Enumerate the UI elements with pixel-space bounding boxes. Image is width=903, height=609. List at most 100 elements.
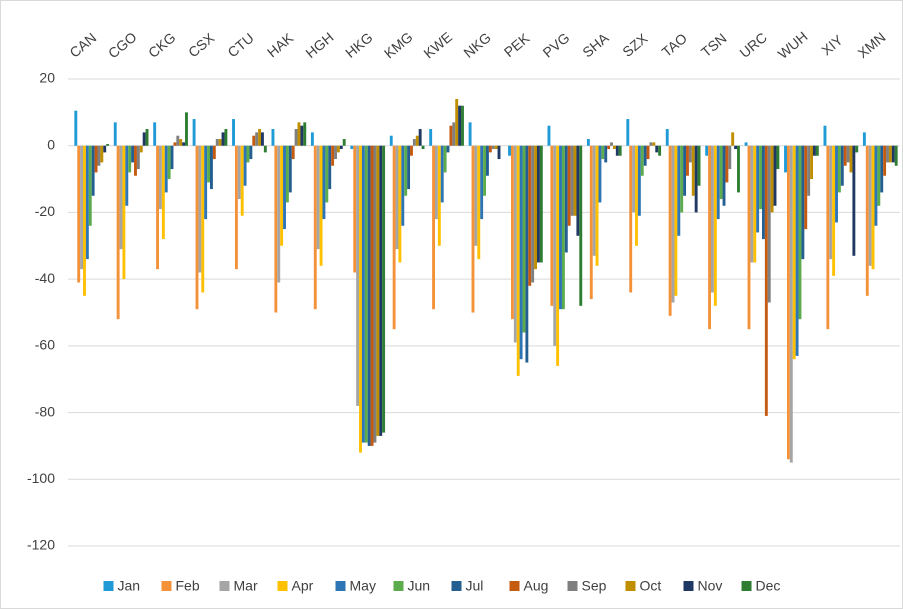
bar	[677, 145, 681, 236]
bar	[300, 125, 304, 146]
legend-swatch	[741, 581, 752, 591]
bar	[525, 145, 529, 363]
bar	[694, 145, 698, 213]
bar	[100, 145, 104, 163]
bar	[474, 145, 478, 246]
bar	[310, 132, 314, 146]
legend-swatch	[625, 581, 636, 591]
bar	[589, 145, 593, 300]
bar	[361, 145, 365, 443]
bar	[528, 145, 532, 286]
legend-swatch	[103, 581, 114, 591]
bar	[494, 145, 498, 150]
bar	[97, 145, 101, 166]
bar	[103, 145, 107, 153]
bar	[823, 125, 827, 146]
bar	[483, 145, 486, 196]
bar	[432, 145, 436, 310]
legend-swatch	[219, 581, 230, 591]
bar	[852, 145, 856, 256]
bar	[342, 139, 346, 146]
bar	[85, 145, 89, 260]
bar	[716, 145, 720, 220]
bar	[868, 145, 872, 266]
bar	[564, 145, 568, 253]
bar	[550, 145, 554, 306]
bar	[773, 145, 777, 206]
bar	[291, 145, 295, 160]
legend-label: Dec	[756, 578, 781, 594]
bar	[795, 145, 799, 356]
bar	[586, 139, 590, 146]
bar	[789, 145, 793, 463]
bar	[637, 145, 641, 216]
bar	[643, 145, 647, 166]
bar	[762, 145, 765, 240]
bar	[373, 145, 377, 443]
bar	[418, 129, 422, 146]
bar	[770, 145, 774, 213]
bar	[288, 145, 292, 193]
bar	[164, 145, 168, 193]
bar	[731, 132, 735, 146]
bar	[179, 139, 183, 146]
bar	[725, 145, 729, 183]
y-tick-label: 20	[39, 70, 55, 86]
bar	[513, 145, 517, 343]
bar	[497, 145, 501, 160]
bar	[243, 145, 247, 186]
bar	[421, 145, 425, 150]
bar	[801, 145, 805, 260]
bar	[218, 139, 222, 146]
bar	[618, 145, 622, 156]
bar	[382, 145, 386, 433]
bar	[665, 129, 669, 146]
bar	[91, 145, 95, 196]
y-tick-label: -120	[27, 537, 55, 553]
bar	[303, 122, 307, 146]
bar	[113, 122, 117, 146]
bar	[559, 145, 562, 310]
bar	[322, 145, 326, 220]
legend-swatch	[683, 581, 694, 591]
legend-swatch	[509, 581, 520, 591]
bar	[280, 145, 284, 246]
bar	[880, 145, 884, 193]
bar	[683, 145, 687, 196]
bar	[753, 145, 757, 263]
bar	[452, 122, 456, 146]
bar	[807, 145, 811, 196]
y-tick-label: -40	[35, 270, 55, 286]
bar	[246, 145, 250, 163]
bar	[215, 139, 219, 146]
bar	[283, 145, 286, 230]
bar	[389, 135, 393, 146]
bar	[784, 145, 787, 173]
legend-label: Sep	[582, 578, 607, 594]
bar	[877, 145, 881, 206]
bar	[125, 145, 129, 206]
bar	[297, 122, 301, 146]
bar	[263, 145, 267, 153]
bar	[792, 145, 796, 360]
bar	[759, 145, 762, 210]
bar	[173, 142, 177, 146]
legend-label: Aug	[524, 578, 549, 594]
bar	[134, 145, 137, 176]
bar	[604, 145, 608, 163]
bar	[221, 132, 225, 146]
bar	[182, 142, 186, 146]
bar	[764, 145, 768, 416]
legend-label: Apr	[292, 578, 314, 594]
bar	[601, 145, 605, 160]
bar	[395, 145, 399, 250]
bar	[894, 145, 898, 166]
bar	[232, 119, 235, 146]
bar	[88, 145, 92, 226]
bar	[313, 145, 317, 310]
bar	[339, 145, 343, 150]
bar	[744, 142, 748, 146]
bar	[607, 145, 611, 150]
bar	[812, 145, 816, 156]
bar	[865, 145, 869, 296]
